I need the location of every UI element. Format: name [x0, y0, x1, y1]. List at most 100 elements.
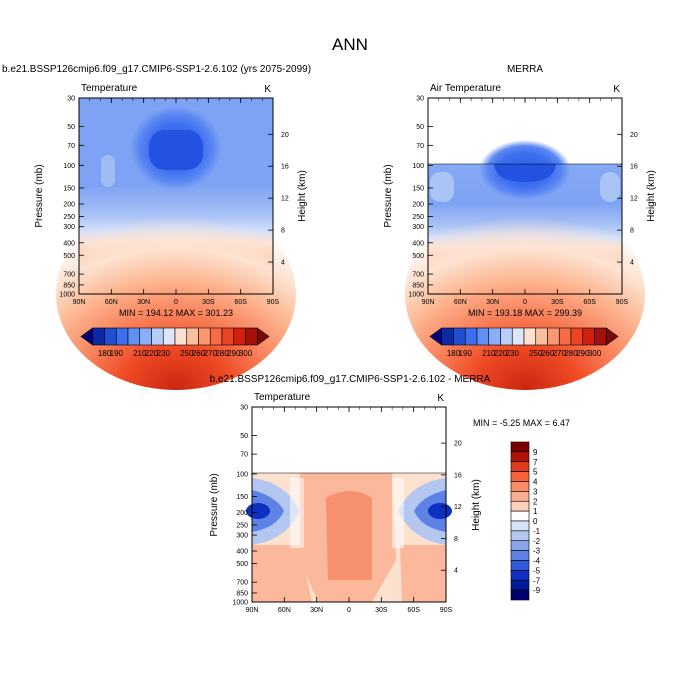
- x-tick-label: 90S: [616, 299, 629, 306]
- colorbar-swatch: [186, 327, 199, 346]
- colorbar-swatch: [570, 327, 584, 346]
- panel-obs-polar-cell-right: [600, 172, 620, 202]
- colorbar-swatch: [547, 327, 560, 346]
- panel-obs-polar-cell-left: [430, 172, 454, 202]
- panel-obs-cold-core: [494, 164, 556, 182]
- h-tick-label: 8: [281, 228, 285, 235]
- colorbar-label: -4: [533, 557, 541, 566]
- colorbar-swatch: [510, 570, 530, 581]
- colorbar-label: 220: [494, 349, 508, 358]
- h-tick-label: 12: [454, 504, 462, 511]
- x-tick-label: 60N: [454, 299, 467, 306]
- p-tick-label: 500: [63, 253, 75, 260]
- p-tick-label: 400: [236, 549, 248, 556]
- colorbar-label: 290: [576, 349, 590, 358]
- colorbar-label: 180: [447, 349, 461, 358]
- p-tick-label: 700: [63, 272, 75, 279]
- colorbar-label: 260: [192, 349, 206, 358]
- colorbar-swatch: [464, 327, 478, 346]
- panel-obs-ylabel: Pressure (mb): [383, 164, 394, 227]
- colorbar-label: 230: [157, 349, 171, 358]
- colorbar-swatch: [510, 481, 530, 492]
- colorbar-swatch: [510, 560, 530, 571]
- colorbar-swatch: [535, 327, 548, 346]
- x-tick-label: 90S: [440, 607, 453, 614]
- colorbar-label: 270: [553, 349, 567, 358]
- panel-obs-title: MERRA: [507, 64, 543, 75]
- p-tick-label: 250: [63, 214, 75, 221]
- p-tick-label: 1000: [232, 600, 248, 607]
- panel-obs: MERRA Air Temperature K 90N 60N 30N 0 30S 60S…: [383, 64, 657, 390]
- colorbar-swatch: [510, 491, 530, 502]
- colorbar-swatch: [510, 451, 530, 463]
- colorbar-swatch: [510, 471, 530, 482]
- main-title: ANN: [332, 35, 368, 54]
- p-tick-label: 700: [236, 580, 248, 587]
- p-tick-label: 1000: [59, 292, 75, 299]
- x-tick-label: 30S: [202, 299, 215, 306]
- panel-obs-var-label: Air Temperature: [430, 83, 501, 94]
- panel-model-cold-core: [149, 130, 203, 170]
- panel-diff-blank-region: [252, 407, 446, 473]
- colorbar-swatch: [162, 327, 176, 346]
- colorbar-swatch: [510, 520, 530, 532]
- p-tick-label: 100: [63, 163, 75, 170]
- colorbar-label: -3: [533, 547, 541, 556]
- colorbar-label: 290: [227, 349, 241, 358]
- panel-diff-var-label: Temperature: [254, 392, 311, 403]
- p-tick-label: 200: [63, 202, 75, 209]
- x-tick-label: 90N: [246, 607, 259, 614]
- colorbar-label: -7: [533, 576, 541, 585]
- x-tick-label: 90S: [267, 299, 280, 306]
- h-tick-label: 16: [281, 164, 289, 171]
- x-tick-label: 60N: [278, 607, 291, 614]
- colorbar-swatch: [198, 327, 211, 346]
- x-tick-label: 30N: [486, 299, 499, 306]
- colorbar-label: 190: [459, 349, 473, 358]
- colorbar-swatch: [594, 327, 607, 346]
- p-tick-label: 850: [236, 590, 248, 597]
- colorbar-swatch: [174, 327, 188, 346]
- x-tick-label: 60S: [234, 299, 247, 306]
- p-tick-label: 150: [63, 185, 75, 192]
- p-tick-label: 50: [240, 433, 248, 440]
- h-tick-label: 16: [454, 472, 462, 479]
- h-tick-label: 20: [630, 132, 638, 139]
- colorbar-swatch: [510, 500, 530, 512]
- colorbar-label: 280: [564, 349, 578, 358]
- p-tick-label: 150: [236, 494, 248, 501]
- p-tick-label: 300: [63, 224, 75, 231]
- p-tick-label: 850: [412, 282, 424, 289]
- colorbar-label: 5: [533, 468, 538, 477]
- h-tick-label: 4: [454, 568, 458, 575]
- colorbar-label: 210: [482, 349, 496, 358]
- panel-diff-plot-area: Temperature K: [246, 392, 452, 603]
- panel-diff-x-axis: 90N 60N 30N 0 30S 60S 90S: [246, 407, 453, 614]
- p-tick-label: 200: [412, 202, 424, 209]
- p-tick-label: 100: [412, 163, 424, 170]
- x-tick-label: 30S: [551, 299, 564, 306]
- h-tick-label: 12: [281, 196, 289, 203]
- p-tick-label: 150: [412, 185, 424, 192]
- colorbar-swatch: [523, 327, 537, 346]
- panel-model-ylabel: Pressure (mb): [34, 164, 45, 227]
- colorbar-swatch: [256, 327, 270, 346]
- panel-model: b.e21.BSSP126cmip6.f09_g17.CMIP6-SSP1-2.…: [2, 64, 311, 390]
- h-tick-label: 20: [281, 132, 289, 139]
- panel-diff-right-cold-core: [428, 503, 452, 519]
- p-tick-label: 70: [240, 452, 248, 459]
- p-tick-label: 100: [236, 471, 248, 478]
- p-tick-label: 70: [416, 143, 424, 150]
- colorbar-swatch: [453, 327, 466, 346]
- colorbar-swatch: [104, 327, 117, 346]
- colorbar-swatch: [139, 327, 152, 346]
- panel-model-p-axis: 30 50 70 100 150 200 250 300 400 500 700 850 1000: [59, 96, 84, 299]
- h-tick-label: 16: [630, 164, 638, 171]
- colorbar-swatch: [605, 327, 619, 346]
- colorbar-swatch: [582, 327, 595, 346]
- h-tick-label: 8: [454, 536, 458, 543]
- colorbar-swatch: [510, 510, 530, 522]
- x-tick-label: 30N: [137, 299, 150, 306]
